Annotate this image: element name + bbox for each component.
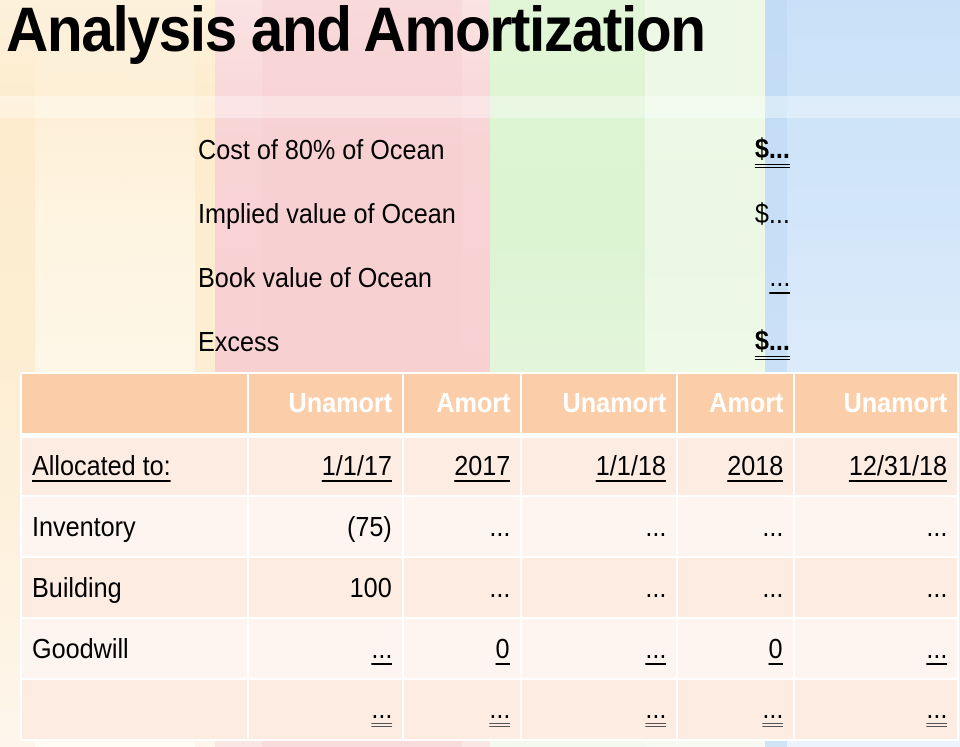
value-cell: 100 [247,556,404,619]
date-cell: 1/1/17 [247,434,404,497]
table-total-row: ... ... ... ... ... [20,678,959,741]
value-cell: ... [402,495,522,558]
date-cell: 12/31/18 [793,434,959,497]
summary-value: ... [768,261,790,294]
row-label: Goodwill [20,617,249,680]
value-cell: (75) [247,495,404,558]
header-cell: Unamort [793,372,959,438]
row-label: Building [20,556,249,619]
table-row: Goodwill ... 0 ... 0 ... [20,617,959,680]
horizontal-light-strip [0,96,960,118]
value-cell: ... [520,617,678,680]
summary-row-implied-value: Implied value of Ocean $... [198,192,790,256]
header-cell: Unamort [247,372,404,438]
value-cell: ... [520,495,678,558]
table-row: Building 100 ... ... ... ... [20,556,959,619]
summary-label: Implied value of Ocean [198,198,456,229]
value-cell: ... [793,495,959,558]
value-cell: ... [793,617,959,680]
total-cell: ... [247,678,404,741]
date-cell: 2017 [402,434,522,497]
allocation-table: Unamort Amort Unamort Amort Unamort Allo… [20,372,959,741]
excess-summary: Cost of 80% of Ocean $... Implied value … [198,128,790,384]
table-header-row: Unamort Amort Unamort Amort Unamort [20,372,959,438]
value-cell: ... [793,556,959,619]
total-cell: ... [676,678,795,741]
total-cell: ... [520,678,678,741]
header-cell: Amort [676,372,795,438]
summary-row-book-value: Book value of Ocean ... [198,256,790,320]
slide-title: Analysis and Amortization [6,0,706,65]
value-cell: 0 [402,617,522,680]
row-label: Allocated to: [20,434,249,497]
total-cell: ... [793,678,959,741]
value-cell: 0 [676,617,795,680]
total-cell: ... [402,678,522,741]
summary-row-excess: Excess $... [198,320,790,384]
header-cell: Unamort [520,372,678,438]
summary-value: $... [754,134,790,168]
summary-label: Excess [198,326,280,357]
summary-label: Book value of Ocean [198,262,432,293]
value-cell: ... [247,617,404,680]
summary-label: Cost of 80% of Ocean [198,134,445,165]
value-cell: ... [676,495,795,558]
summary-value: $... [754,198,790,229]
summary-value: $... [754,326,790,360]
value-cell: ... [676,556,795,619]
table-row: Inventory (75) ... ... ... ... [20,495,959,558]
date-cell: 1/1/18 [520,434,678,497]
header-cell: Amort [402,372,522,438]
date-cell: 2018 [676,434,795,497]
row-label: Inventory [20,495,249,558]
summary-row-cost: Cost of 80% of Ocean $... [198,128,790,192]
value-cell: ... [402,556,522,619]
table-subheader-row: Allocated to: 1/1/17 2017 1/1/18 2018 12… [20,434,959,497]
header-cell-blank [20,372,249,438]
value-cell: ... [520,556,678,619]
row-label [20,678,249,741]
